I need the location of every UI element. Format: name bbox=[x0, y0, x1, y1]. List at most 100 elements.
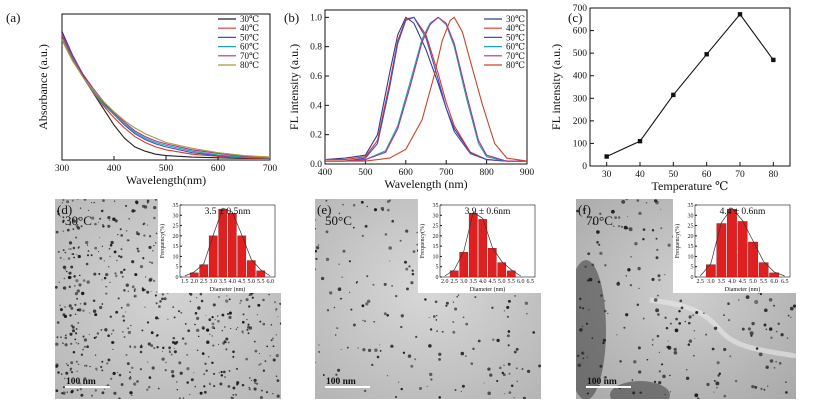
hist-x-tick-label: 6.0 bbox=[267, 279, 275, 285]
particle bbox=[205, 328, 210, 332]
particle bbox=[83, 302, 87, 306]
particle bbox=[607, 312, 609, 315]
particle bbox=[507, 344, 510, 347]
particle bbox=[405, 229, 409, 233]
particle bbox=[673, 351, 678, 355]
particle bbox=[203, 385, 206, 388]
particle bbox=[97, 221, 100, 223]
particle bbox=[400, 387, 403, 391]
particle bbox=[364, 320, 366, 323]
particle bbox=[78, 283, 82, 287]
particle bbox=[249, 292, 253, 296]
particle bbox=[93, 336, 96, 340]
particle bbox=[57, 250, 60, 253]
particle bbox=[228, 370, 231, 372]
particle bbox=[361, 234, 364, 238]
particle bbox=[123, 268, 126, 272]
histogram-bar bbox=[748, 241, 758, 278]
particle bbox=[140, 344, 143, 346]
particle bbox=[103, 276, 107, 280]
legend-entry: 50℃ bbox=[506, 32, 525, 42]
particle bbox=[102, 225, 105, 228]
particle bbox=[247, 323, 250, 326]
y-tick-label: 200 bbox=[573, 117, 588, 127]
particle bbox=[342, 203, 344, 206]
particle bbox=[538, 364, 541, 368]
particle bbox=[651, 277, 655, 281]
particle bbox=[135, 200, 139, 204]
particle bbox=[90, 394, 94, 397]
particle bbox=[135, 233, 138, 235]
particle bbox=[335, 373, 338, 376]
particle bbox=[352, 203, 356, 207]
particle bbox=[658, 278, 661, 282]
particle bbox=[340, 349, 342, 350]
particle bbox=[599, 212, 602, 215]
series-line-0 bbox=[606, 13, 774, 157]
particle bbox=[275, 334, 278, 336]
particle bbox=[266, 391, 268, 394]
particle bbox=[713, 326, 718, 330]
particle bbox=[144, 276, 147, 278]
particle bbox=[407, 354, 412, 358]
particle bbox=[85, 262, 89, 266]
particle bbox=[122, 331, 124, 333]
particle bbox=[718, 372, 722, 376]
size-annotation: 3.5 ± 0.5nm bbox=[205, 207, 251, 217]
particle bbox=[228, 298, 231, 301]
particle bbox=[645, 202, 648, 204]
particle bbox=[106, 362, 109, 365]
series-line-4 bbox=[325, 16, 527, 162]
particle bbox=[769, 359, 774, 363]
particle bbox=[220, 370, 223, 374]
legend-entry: 70℃ bbox=[240, 51, 259, 61]
particle bbox=[616, 334, 618, 336]
particle bbox=[658, 370, 661, 373]
particle bbox=[173, 316, 176, 319]
series-line-3 bbox=[325, 16, 527, 162]
particle bbox=[205, 369, 208, 372]
plot-frame bbox=[61, 13, 271, 161]
particle bbox=[131, 394, 133, 396]
particle bbox=[603, 309, 607, 313]
particle bbox=[99, 237, 101, 239]
particle bbox=[59, 304, 61, 307]
particle bbox=[456, 296, 458, 298]
particle bbox=[108, 266, 110, 268]
particle bbox=[62, 199, 65, 202]
particle bbox=[597, 280, 601, 284]
particle bbox=[212, 344, 215, 347]
histogram-bar bbox=[218, 208, 228, 278]
particle bbox=[123, 289, 126, 292]
hist-y-tick-label: 0 bbox=[436, 275, 439, 281]
particle bbox=[116, 371, 118, 374]
particle bbox=[68, 271, 72, 275]
particle bbox=[342, 249, 346, 253]
particle bbox=[679, 299, 683, 303]
particle bbox=[579, 306, 582, 309]
particle bbox=[94, 389, 98, 392]
particle bbox=[212, 303, 216, 307]
particle bbox=[411, 269, 414, 272]
hist-x-tick-label: 4.5 bbox=[489, 279, 497, 285]
hist-x-tick-label: 4.0 bbox=[229, 279, 237, 285]
panel-label: (b) bbox=[284, 10, 299, 25]
particle bbox=[499, 366, 502, 370]
particle bbox=[346, 346, 349, 349]
legend-entry: 40℃ bbox=[240, 23, 259, 33]
particle bbox=[441, 330, 444, 333]
particle bbox=[86, 244, 89, 246]
particle bbox=[101, 245, 104, 247]
particle bbox=[325, 230, 329, 234]
particle bbox=[74, 291, 79, 296]
particle bbox=[131, 285, 135, 289]
particle bbox=[789, 306, 794, 311]
particle bbox=[127, 330, 132, 335]
particle bbox=[70, 389, 74, 393]
particle bbox=[125, 311, 127, 313]
legend-entry: 80℃ bbox=[240, 60, 259, 70]
particle bbox=[507, 362, 511, 366]
particle bbox=[656, 334, 660, 338]
particle bbox=[426, 385, 428, 388]
